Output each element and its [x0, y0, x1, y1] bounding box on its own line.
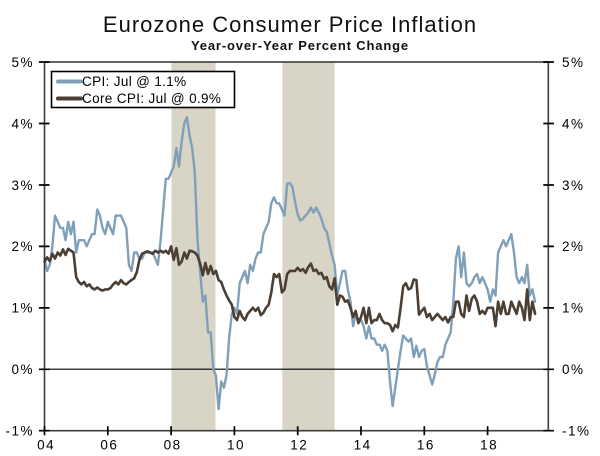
svg-text:2%: 2% — [562, 239, 585, 254]
svg-text:5%: 5% — [11, 55, 34, 70]
svg-text:1%: 1% — [562, 301, 585, 316]
svg-text:14: 14 — [354, 437, 372, 452]
svg-text:12: 12 — [290, 437, 308, 452]
svg-text:-1%: -1% — [562, 424, 591, 439]
svg-text:Core CPI: Jul @ 0.9%: Core CPI: Jul @ 0.9% — [82, 91, 221, 106]
svg-text:08: 08 — [164, 437, 182, 452]
svg-text:-1%: -1% — [5, 424, 34, 439]
svg-text:3%: 3% — [11, 178, 34, 193]
svg-text:CPI: Jul @ 1.1%: CPI: Jul @ 1.1% — [82, 74, 187, 89]
svg-text:0%: 0% — [562, 362, 585, 377]
svg-text:5%: 5% — [562, 55, 585, 70]
svg-text:18: 18 — [480, 437, 498, 452]
svg-text:06: 06 — [100, 437, 118, 452]
svg-text:16: 16 — [417, 437, 435, 452]
svg-text:04: 04 — [37, 437, 55, 452]
svg-text:4%: 4% — [11, 116, 34, 131]
svg-text:0%: 0% — [11, 362, 34, 377]
svg-text:2%: 2% — [11, 239, 34, 254]
svg-text:1%: 1% — [11, 301, 34, 316]
svg-text:10: 10 — [227, 437, 245, 452]
svg-text:3%: 3% — [562, 178, 585, 193]
svg-text:4%: 4% — [562, 116, 585, 131]
